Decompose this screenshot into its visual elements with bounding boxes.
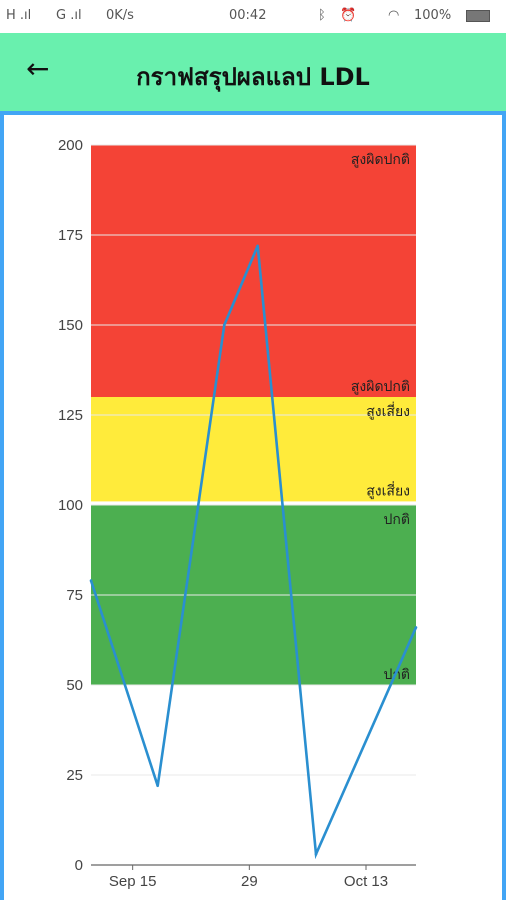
network-speed: 0K/s bbox=[106, 8, 134, 23]
y-tick-label: 100 bbox=[58, 497, 83, 514]
battery-percent: 100% bbox=[414, 8, 452, 23]
data-point bbox=[314, 852, 318, 856]
y-tick-label: 50 bbox=[66, 677, 83, 694]
back-button[interactable]: ← bbox=[26, 55, 49, 83]
band-label: สูงผิดปกติ bbox=[351, 379, 410, 395]
app-bar: ← กราฟสรุปผลแลป LDL bbox=[0, 33, 506, 111]
data-point bbox=[89, 579, 93, 582]
arrow-left-icon: ← bbox=[26, 52, 50, 85]
data-point bbox=[156, 784, 159, 788]
wifi-icon: ◠ bbox=[388, 8, 400, 23]
band-label: สูงเสี่ยง bbox=[366, 402, 410, 420]
ldl-series-line bbox=[89, 245, 418, 860]
y-tick-label: 0 bbox=[75, 857, 83, 874]
y-tick-label: 200 bbox=[58, 137, 83, 154]
signal-g-indicator: G .ıl bbox=[56, 8, 82, 23]
x-tick-label: Sep 15 bbox=[109, 873, 157, 890]
band-label: ปกติ bbox=[384, 667, 410, 683]
y-tick-label: 175 bbox=[58, 227, 83, 244]
range-band bbox=[91, 145, 416, 397]
status-bar: H .ıl G .ıl 0K/s 00:42 ᛒ ⏰ ◠ 100% bbox=[0, 0, 506, 33]
y-tick-label: 25 bbox=[66, 767, 83, 784]
status-time: 00:42 bbox=[229, 8, 267, 23]
y-tick-label: 75 bbox=[66, 587, 83, 604]
alarm-icon: ⏰ bbox=[340, 8, 357, 23]
battery-icon bbox=[466, 10, 490, 22]
page-title: กราฟสรุปผลแลป LDL bbox=[136, 63, 370, 91]
y-tick-label: 125 bbox=[58, 407, 83, 424]
x-tick-label: 29 bbox=[241, 873, 258, 890]
data-point bbox=[256, 244, 259, 248]
signal-h-indicator: H .ıl bbox=[6, 8, 32, 23]
band-label: สูงผิดปกติ bbox=[351, 152, 410, 168]
data-point bbox=[223, 323, 226, 327]
x-tick-label: Oct 13 bbox=[344, 873, 388, 890]
bluetooth-icon: ᛒ bbox=[318, 8, 326, 23]
range-band bbox=[91, 397, 416, 502]
band-label: สูงเสี่ยง bbox=[366, 481, 410, 499]
data-point bbox=[414, 626, 418, 629]
y-tick-label: 150 bbox=[58, 317, 83, 334]
band-label: ปกติ bbox=[384, 512, 410, 528]
